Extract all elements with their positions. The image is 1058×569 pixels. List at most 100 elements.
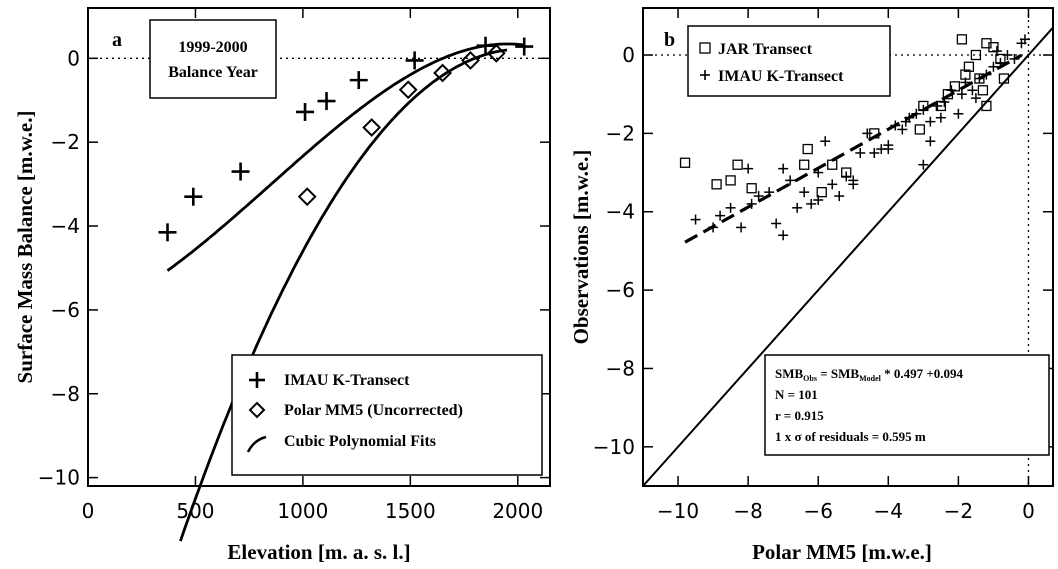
b-plus-point [862,128,873,139]
b-plus-point [953,108,964,119]
a-diamond-point [362,118,382,137]
a-plus-point [405,51,424,70]
b-legend-plus-mark [700,70,710,80]
a-x-tick-label: 0 [82,499,95,523]
b-plus-point [900,116,911,127]
b-panel-label: b [664,29,675,51]
a-axis-ticks: 0 500 1000 1500 2000 0 −2 −4 −6 −8 −10 [38,8,550,523]
a-legend-diamond-symbol [248,401,266,419]
b-plus-point [890,120,901,131]
b-axis-ticks: −10 −8 −6 −4 −2 0 0 −2 −4 −6 −8 −10 [593,8,1053,523]
b-stats-eq-main: SMB [775,366,804,381]
b-stats-r: r = 0.915 [775,408,824,423]
a-plus-point [349,71,368,90]
a-y-tick-label: −8 [51,382,80,406]
b-stats-residuals: 1 x σ of residuals = 0.595 m [775,429,926,444]
b-plus-point [855,147,866,158]
a-plus-point [296,102,315,121]
b-y-tick-label: −10 [593,435,635,459]
a-y-axis-label: Surface Mass Balance [m.w.e.] [13,111,37,384]
b-square-point [802,143,813,155]
b-y-tick-label: −4 [606,200,635,224]
a-diamond-point [486,43,506,63]
b-plus-point [820,136,831,147]
b-x-tick-label: −6 [803,499,832,523]
b-plus-point [995,57,1006,68]
b-y-tick-label: −2 [606,121,635,145]
b-stats-eq-sub2: Model [859,374,882,383]
a-diamond-point [297,187,317,207]
b-legend-frame [687,25,891,97]
b-plus-point [1019,34,1030,45]
a-data-points [158,36,534,242]
b-plus-point [869,147,880,158]
b-square-point [799,159,810,170]
a-annotation-line-2: Balance Year [168,64,258,81]
b-legend-square-mark [699,42,711,54]
b-legend-plus-symbol [700,70,710,80]
b-square-point [725,175,736,186]
b-stats-eq-tail: * 0.497 +0.094 [881,366,964,381]
a-legend-label-3: Cubic Polynomial Fits [284,433,436,450]
b-plus-point [743,163,754,174]
b-x-axis-label: Polar MM5 [m.w.e.] [752,540,932,564]
b-stats-box: SMBObs = SMBModel * 0.497 +0.094 N = 101… [764,354,1050,456]
a-y-tick-label: −4 [51,214,80,238]
a-fit-curve-1 [166,42,525,272]
b-plus-point [925,116,936,127]
b-y-axis-label: Observations [m.w.e.] [569,150,593,345]
b-stats-frame [764,354,1050,456]
b-identity-line [642,26,1054,487]
b-plus-point [918,159,929,170]
b-y-tick-label: −8 [606,356,635,380]
b-plus-point [841,171,852,182]
a-diamond-point [433,63,452,83]
b-plus-point [746,198,757,209]
b-plus-point [827,179,838,190]
b-stats-eq-sub1: Obs [803,374,817,383]
b-plus-point [778,230,789,241]
b-plus-point [935,112,946,123]
b-legend-label-1: JAR Transect [718,41,813,58]
b-legend-square-symbol [699,42,711,54]
b-plus-point [778,163,789,174]
a-legend-plus-symbol [249,372,265,388]
b-stats-equation: SMBObs = SMBModel * 0.497 +0.094 [775,366,964,383]
b-plus-point [911,108,922,119]
b-plus-point [806,198,817,209]
b-plus-point [988,61,999,72]
b-square-point [914,124,925,135]
a-legend-plus-mark [249,372,265,388]
b-x-tick-label: −10 [657,499,699,523]
b-square-point [711,179,722,190]
a-y-tick-label: 0 [67,46,80,70]
b-plus-point [991,46,1002,57]
b-x-tick-label: −2 [944,499,973,523]
b-square-point [981,100,992,112]
b-square-point [732,159,743,170]
a-legend-line-symbol [246,435,267,453]
a-x-axis-label: Elevation [m. a. s. l.] [227,540,410,564]
b-plus-point [813,167,824,178]
b-plus-point [960,77,971,88]
a-y-tick-label: −6 [51,298,80,322]
b-stats-n: N = 101 [775,387,818,402]
b-x-tick-label: −8 [733,499,762,523]
b-square-point [827,159,838,170]
b-plus-point [1009,53,1020,64]
b-plus-point [967,85,978,96]
a-y-tick-label: −2 [51,130,80,154]
a-plus-point [317,92,336,111]
b-plus-point [813,194,824,205]
panel-b: −10 −8 −6 −4 −2 0 0 −2 −4 −6 −8 −10 b JAR Transect … [569,7,1054,564]
b-plus-point [785,175,796,186]
a-annotation-box: 1999-2000 Balance Year [149,19,277,99]
a-legend: IMAU K-Transect Polar MM5 (Uncorrected) … [231,354,543,476]
b-square-point [998,73,1010,84]
a-legend-label-1: IMAU K-Transect [284,372,410,389]
b-legend-label-2: IMAU K-Transect [718,68,844,85]
b-plus-point [970,93,981,104]
b-plus-point [956,89,967,100]
b-y-tick-label: −6 [606,278,635,302]
